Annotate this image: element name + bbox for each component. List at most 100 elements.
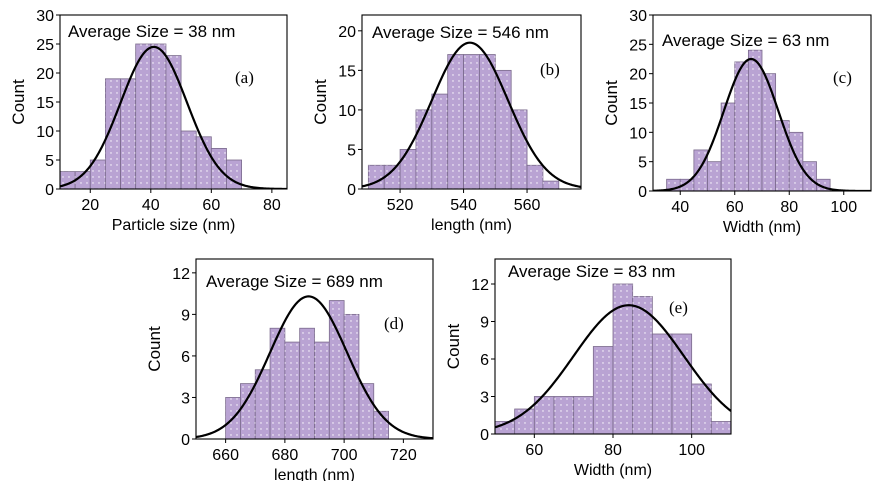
panel-label: (e) — [669, 298, 688, 317]
y-tick-label: 25 — [629, 37, 647, 54]
bar-dot-texture — [748, 50, 762, 191]
bar-dot-texture — [400, 149, 416, 189]
plot-area — [653, 49, 871, 191]
y-tick-label: 6 — [480, 352, 489, 369]
y-tick-label: 5 — [347, 142, 356, 159]
bar-dot-texture — [711, 421, 731, 434]
gaussian-fit-curve — [60, 45, 287, 189]
average-size-annotation: Average Size = 546 nm — [372, 23, 549, 42]
plot-frame — [361, 14, 582, 190]
y-tick-label: 0 — [347, 182, 356, 199]
histogram-panel-5: 60 80 100 0 3 6 9 12 Width (nm) Count Average Size… — [444, 258, 732, 479]
x-tick-label: 80 — [780, 199, 798, 216]
bar-dot-texture — [542, 181, 559, 189]
bar-dot-texture — [270, 328, 285, 439]
histogram-panel-1: 20 40 60 80 0 5 10 15 20 25 30 Particle size (nm) Co… — [9, 8, 288, 234]
y-tick-label: 30 — [36, 8, 54, 25]
histogram-panel-4: 660 680 700 720 0 3 6 9 12 length (nm) Count Averag… — [145, 258, 434, 481]
average-size-annotation: Average Size = 63 nm — [662, 31, 829, 50]
x-tick-label: 660 — [212, 447, 239, 464]
x-tick-label: 60 — [202, 197, 220, 214]
x-axis-label: Particle size (nm) — [112, 217, 236, 234]
gaussian-fit-curve — [495, 304, 731, 429]
bar-dot-texture — [165, 55, 182, 189]
bar-dot-texture — [734, 61, 749, 191]
gaussian-fit-curve — [196, 295, 433, 439]
bar-dot-texture — [775, 120, 790, 191]
plot-area — [362, 41, 581, 189]
x-axis-label: Width (nm) — [574, 462, 652, 479]
bar-dot-texture — [721, 103, 735, 191]
y-tick-label: 12 — [471, 277, 489, 294]
y-tick-label: 25 — [36, 37, 54, 54]
gaussian-fit-curve — [653, 57, 871, 191]
x-tick-label: 520 — [387, 197, 414, 214]
y-axis-label: Count — [602, 80, 621, 126]
bar-dot-texture — [691, 384, 712, 434]
x-tick-label: 80 — [263, 197, 281, 214]
bar-dot-texture — [75, 171, 91, 189]
y-tick-label: 5 — [638, 155, 647, 172]
plot-area — [196, 295, 433, 439]
bar-dot-texture — [447, 54, 464, 189]
bar-dot-texture — [511, 109, 528, 189]
gaussian-fit-curve — [362, 41, 581, 189]
bar-dot-texture — [299, 328, 315, 439]
bar-dot-texture — [284, 342, 300, 439]
x-axis-label: length (nm) — [431, 217, 512, 234]
y-tick-label: 12 — [172, 266, 190, 283]
average-size-annotation: Average Size = 689 nm — [206, 272, 383, 291]
y-tick-label: 5 — [45, 153, 54, 170]
y-tick-label: 0 — [45, 182, 54, 199]
y-tick-label: 15 — [36, 95, 54, 112]
bar-dot-texture — [666, 179, 681, 191]
y-tick-label: 0 — [181, 432, 190, 449]
y-tick-label: 0 — [638, 184, 647, 201]
bar-dot-texture — [789, 132, 803, 191]
y-tick-label: 20 — [338, 24, 356, 41]
bar-dot-texture — [479, 54, 496, 189]
bar-dot-texture — [672, 334, 692, 434]
y-tick-label: 3 — [480, 390, 489, 407]
y-tick-label: 6 — [181, 349, 190, 366]
bar-dot-texture — [368, 165, 385, 189]
histogram-panel-2: 520 540 560 0 5 10 15 20 length (nm) Count Average… — [311, 14, 582, 234]
bar-dot-texture — [240, 383, 256, 439]
bar-dot-texture — [314, 342, 330, 439]
bar-dot-texture — [652, 334, 672, 434]
bar-dot-texture — [707, 161, 722, 191]
y-tick-label: 10 — [338, 103, 356, 120]
x-tick-label: 40 — [142, 197, 160, 214]
bar-dot-texture — [632, 296, 653, 434]
x-tick-label: 100 — [830, 199, 857, 216]
y-tick-label: 9 — [181, 307, 190, 324]
y-tick-label: 0 — [480, 427, 489, 444]
y-tick-label: 15 — [629, 96, 647, 113]
bar-dot-texture — [415, 109, 432, 189]
panel-label: (b) — [540, 60, 560, 79]
x-tick-label: 540 — [450, 197, 477, 214]
bar-dot-texture — [90, 160, 106, 189]
y-tick-label: 10 — [629, 125, 647, 142]
x-tick-label: 680 — [272, 447, 299, 464]
x-tick-label: 40 — [671, 199, 689, 216]
y-axis-label: Count — [9, 79, 28, 125]
x-tick-label: 80 — [604, 442, 622, 459]
x-tick-label: 100 — [678, 442, 705, 459]
average-size-annotation: Average Size = 83 nm — [508, 262, 675, 281]
bar-dot-texture — [181, 131, 197, 189]
y-tick-label: 20 — [36, 66, 54, 83]
y-axis-label: Count — [311, 79, 330, 125]
x-axis-label: Width (nm) — [723, 219, 801, 236]
panel-label: (d) — [384, 314, 404, 333]
bar-dot-texture — [680, 179, 694, 191]
bar-dot-texture — [255, 369, 271, 439]
bar-dot-texture — [762, 73, 776, 191]
bar-dot-texture — [344, 314, 359, 439]
bar-dot-texture — [105, 78, 121, 189]
y-tick-label: 20 — [629, 67, 647, 84]
bar-dot-texture — [534, 396, 554, 434]
x-tick-label: 700 — [331, 447, 358, 464]
x-tick-label: 560 — [514, 197, 541, 214]
